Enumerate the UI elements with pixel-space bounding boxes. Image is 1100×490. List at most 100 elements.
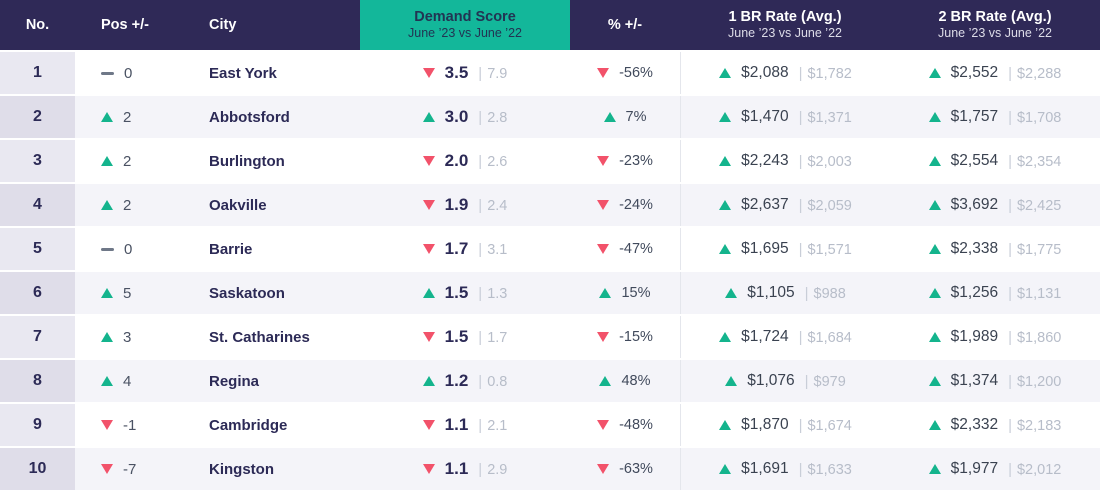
trend-icon xyxy=(101,247,114,251)
2br-rate-subtitle: June ’23 vs June ’22 xyxy=(938,26,1052,41)
percent-change-value: 48% xyxy=(621,373,651,389)
demand-score-current: 3.0 xyxy=(444,107,469,126)
position-change-cell: -7 xyxy=(75,448,205,490)
rank-number: 9 xyxy=(0,404,75,446)
1br-rate-current: $1,105 xyxy=(747,284,795,301)
2br-rate-current: $2,332 xyxy=(950,416,999,433)
rank-number: 3 xyxy=(0,140,75,182)
demand-score-subtitle: June ’23 vs June ’22 xyxy=(408,26,522,41)
2br-rate-previous: $1,200 xyxy=(1008,373,1061,390)
1br-rate-current: $1,470 xyxy=(741,108,789,125)
percent-change-value: -48% xyxy=(619,417,653,433)
demand-score-current: 2.0 xyxy=(444,151,469,170)
demand-score-current: 1.2 xyxy=(444,371,469,390)
rank-number: 8 xyxy=(0,360,75,402)
percent-change-value: -63% xyxy=(619,461,653,477)
2br-rate-cell: $1,977 $2,012 xyxy=(890,448,1100,490)
table-row: 4 2 Oakville 1.9 2.4 -24% $2,637 $2,059 … xyxy=(0,182,1100,226)
2br-rate-current: $3,692 xyxy=(950,196,999,213)
city-name: Barrie xyxy=(209,240,253,258)
demand-score-current: 1.7 xyxy=(444,239,469,258)
trend-icon xyxy=(422,244,435,254)
1br-rate-current: $1,695 xyxy=(741,240,789,257)
col-header-percent-change: % +/- xyxy=(607,17,643,33)
percent-change-value: -47% xyxy=(619,241,653,257)
position-change-cell: 2 xyxy=(75,184,205,226)
city-name: East York xyxy=(209,64,277,82)
col-header-demand-score: Demand Score June ’23 vs June ’22 xyxy=(360,0,570,50)
demand-score-cell: 1.5 1.3 xyxy=(360,272,570,314)
table-row: 3 2 Burlington 2.0 2.6 -23% $2,243 $2,00… xyxy=(0,138,1100,182)
1br-rate-previous: $1,782 xyxy=(799,65,851,82)
2br-rate-cell: $2,554 $2,354 xyxy=(890,140,1100,182)
trend-icon xyxy=(422,112,435,122)
2br-rate-current: $1,757 xyxy=(950,108,999,125)
2br-rate-previous: $2,183 xyxy=(1008,417,1061,434)
trend-icon xyxy=(101,420,113,430)
demand-score-previous: 1.3 xyxy=(478,285,507,302)
percent-change-cell: -15% xyxy=(570,316,680,358)
percent-change-cell: -48% xyxy=(570,404,680,446)
table-row: 2 2 Abbotsford 3.0 2.8 7% $1,470 $1,371 … xyxy=(0,94,1100,138)
2br-rate-cell: $1,757 $1,708 xyxy=(890,96,1100,138)
rank-number: 4 xyxy=(0,184,75,226)
percent-change-cell: 48% xyxy=(570,360,680,402)
1br-rate-previous: $1,371 xyxy=(799,109,851,126)
1br-rate-cell: $1,105 $988 xyxy=(680,272,890,314)
1br-rate-cell: $1,470 $1,371 xyxy=(680,96,890,138)
trend-icon xyxy=(101,112,113,122)
trend-icon xyxy=(422,464,435,474)
trend-icon xyxy=(597,420,610,430)
position-change-value: 0 xyxy=(124,64,133,82)
2br-rate-cell: $1,374 $1,200 xyxy=(890,360,1100,402)
2br-rate-current: $1,977 xyxy=(950,460,999,477)
trend-icon xyxy=(101,156,113,166)
trend-icon xyxy=(101,332,113,342)
city-name: Regina xyxy=(209,372,260,390)
1br-rate-cell: $1,076 $979 xyxy=(680,360,890,402)
rank-number: 10 xyxy=(0,448,75,490)
1br-rate-previous: $1,684 xyxy=(799,329,851,346)
trend-icon xyxy=(928,332,941,342)
rank-number: 2 xyxy=(0,96,75,138)
table-row: 1 0 East York 3.5 7.9 -56% $2,088 $1,782… xyxy=(0,50,1100,94)
1br-rate-previous: $1,571 xyxy=(799,241,851,258)
trend-icon xyxy=(422,200,435,210)
trend-icon xyxy=(928,156,941,166)
1br-rate-cell: $2,243 $2,003 xyxy=(680,140,890,182)
2br-rate-cell: $3,692 $2,425 xyxy=(890,184,1100,226)
city-name: Cambridge xyxy=(209,416,288,434)
table-row: 9 -1 Cambridge 1.1 2.1 -48% $1,870 $1,67… xyxy=(0,402,1100,446)
trend-icon xyxy=(719,420,732,430)
1br-rate-title: 1 BR Rate (Avg.) xyxy=(728,9,842,26)
city-name: Oakville xyxy=(209,196,267,214)
trend-icon xyxy=(101,464,113,474)
trend-icon xyxy=(719,244,732,254)
demand-score-previous: 2.9 xyxy=(478,461,507,478)
position-change-value: 4 xyxy=(123,372,132,390)
trend-icon xyxy=(603,112,616,122)
percent-change-value: 15% xyxy=(621,285,651,301)
demand-score-current: 1.5 xyxy=(444,283,469,302)
percent-change-cell: 7% xyxy=(570,96,680,138)
percent-change-value: -23% xyxy=(619,153,653,169)
position-change-value: 2 xyxy=(123,196,132,214)
trend-icon xyxy=(597,68,610,78)
demand-score-previous: 1.7 xyxy=(478,329,507,346)
trend-icon xyxy=(422,332,435,342)
trend-icon xyxy=(597,200,610,210)
demand-score-previous: 2.1 xyxy=(478,417,507,434)
1br-rate-current: $1,724 xyxy=(741,328,789,345)
1br-rate-cell: $2,088 $1,782 xyxy=(680,52,890,94)
position-change-value: -7 xyxy=(123,460,137,478)
city-name: Kingston xyxy=(209,460,274,478)
2br-rate-cell: $1,989 $1,860 xyxy=(890,316,1100,358)
trend-icon xyxy=(101,288,113,298)
rank-number: 7 xyxy=(0,316,75,358)
demand-score-previous: 7.9 xyxy=(478,65,507,82)
demand-score-previous: 3.1 xyxy=(478,241,507,258)
2br-rate-previous: $2,354 xyxy=(1008,153,1061,170)
percent-change-cell: 15% xyxy=(570,272,680,314)
1br-rate-previous: $988 xyxy=(805,285,846,302)
demand-score-cell: 1.7 3.1 xyxy=(360,228,570,270)
